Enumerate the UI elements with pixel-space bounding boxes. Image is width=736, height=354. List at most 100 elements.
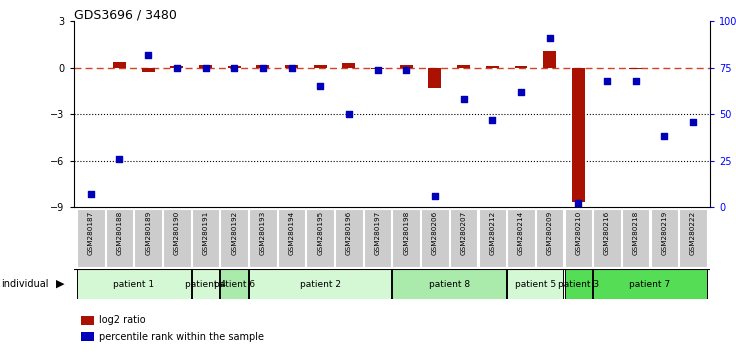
Point xyxy=(372,67,383,72)
Bar xyxy=(507,269,564,299)
Bar xyxy=(565,269,592,299)
Text: ▶: ▶ xyxy=(56,279,65,289)
Bar xyxy=(565,209,592,267)
Bar xyxy=(392,269,506,299)
Text: GSM280187: GSM280187 xyxy=(88,211,93,255)
Text: GSM280219: GSM280219 xyxy=(662,211,668,255)
Bar xyxy=(81,316,94,325)
Bar xyxy=(679,209,707,267)
Bar xyxy=(629,68,642,69)
Bar xyxy=(593,269,707,299)
Point xyxy=(687,119,699,125)
Text: patient 2: patient 2 xyxy=(300,280,341,289)
Bar xyxy=(622,209,649,267)
Bar xyxy=(421,209,449,267)
Bar xyxy=(220,269,248,299)
Text: GSM280209: GSM280209 xyxy=(547,211,553,255)
Text: GSM280207: GSM280207 xyxy=(461,211,467,255)
Text: GSM280188: GSM280188 xyxy=(116,211,122,255)
Text: percentile rank within the sample: percentile rank within the sample xyxy=(99,332,264,342)
Text: GSM280222: GSM280222 xyxy=(690,211,696,255)
Text: GSM280189: GSM280189 xyxy=(145,211,151,255)
Bar xyxy=(142,68,155,72)
Text: patient 8: patient 8 xyxy=(428,280,470,289)
Text: GSM280192: GSM280192 xyxy=(231,211,237,255)
Bar xyxy=(163,209,191,267)
Text: GSM280212: GSM280212 xyxy=(489,211,495,255)
Bar xyxy=(106,209,133,267)
Bar xyxy=(77,269,191,299)
Bar xyxy=(220,209,248,267)
Text: patient 3: patient 3 xyxy=(558,280,599,289)
Text: patient 7: patient 7 xyxy=(629,280,670,289)
Bar xyxy=(306,209,334,267)
Point xyxy=(630,78,642,84)
Bar xyxy=(249,269,392,299)
Point xyxy=(257,65,269,70)
Point xyxy=(199,65,211,70)
Bar xyxy=(507,209,535,267)
Bar xyxy=(135,209,162,267)
Text: GSM280196: GSM280196 xyxy=(346,211,352,255)
Point xyxy=(286,65,297,70)
Text: GSM280194: GSM280194 xyxy=(289,211,294,255)
Bar xyxy=(77,209,105,267)
Bar xyxy=(342,63,355,68)
Point xyxy=(228,65,240,70)
Bar xyxy=(285,65,298,68)
Bar xyxy=(227,66,241,68)
Point xyxy=(113,156,125,161)
Point xyxy=(486,117,498,122)
Text: GSM280214: GSM280214 xyxy=(518,211,524,255)
Bar xyxy=(392,209,420,267)
Text: patient 5: patient 5 xyxy=(514,280,556,289)
Text: GSM280216: GSM280216 xyxy=(604,211,610,255)
Point xyxy=(659,133,670,139)
Text: GSM280197: GSM280197 xyxy=(375,211,381,255)
Bar xyxy=(486,66,499,68)
Text: log2 ratio: log2 ratio xyxy=(99,315,146,325)
Bar xyxy=(81,332,94,341)
Point xyxy=(85,191,96,197)
Bar xyxy=(171,66,183,68)
Point xyxy=(171,65,183,70)
Bar xyxy=(314,64,327,68)
Point xyxy=(314,84,326,89)
Point xyxy=(601,78,613,84)
Bar xyxy=(450,209,478,267)
Point xyxy=(573,200,584,206)
Bar xyxy=(371,68,384,69)
Text: GSM280191: GSM280191 xyxy=(202,211,208,255)
Bar xyxy=(428,68,442,88)
Bar xyxy=(543,51,556,68)
Bar xyxy=(113,62,126,68)
Bar xyxy=(593,209,620,267)
Text: GSM280218: GSM280218 xyxy=(633,211,639,255)
Bar xyxy=(277,209,305,267)
Text: GSM280193: GSM280193 xyxy=(260,211,266,255)
Text: GSM280206: GSM280206 xyxy=(432,211,438,255)
Bar xyxy=(536,209,564,267)
Text: patient 6: patient 6 xyxy=(213,280,255,289)
Bar xyxy=(335,209,363,267)
Bar xyxy=(199,64,212,68)
Point xyxy=(400,67,412,72)
Text: GSM280195: GSM280195 xyxy=(317,211,323,255)
Bar xyxy=(192,209,219,267)
Text: patient 1: patient 1 xyxy=(113,280,155,289)
Point xyxy=(343,111,355,117)
Bar xyxy=(364,209,392,267)
Bar xyxy=(478,209,506,267)
Text: GDS3696 / 3480: GDS3696 / 3480 xyxy=(74,9,177,22)
Text: individual: individual xyxy=(1,279,49,289)
Text: GSM280190: GSM280190 xyxy=(174,211,180,255)
Point xyxy=(515,89,527,95)
Bar xyxy=(400,64,413,68)
Point xyxy=(544,35,556,41)
Text: GSM280210: GSM280210 xyxy=(576,211,581,255)
Point xyxy=(429,193,441,199)
Bar xyxy=(514,66,528,68)
Point xyxy=(142,52,154,57)
Bar xyxy=(651,209,678,267)
Text: patient 4: patient 4 xyxy=(185,280,226,289)
